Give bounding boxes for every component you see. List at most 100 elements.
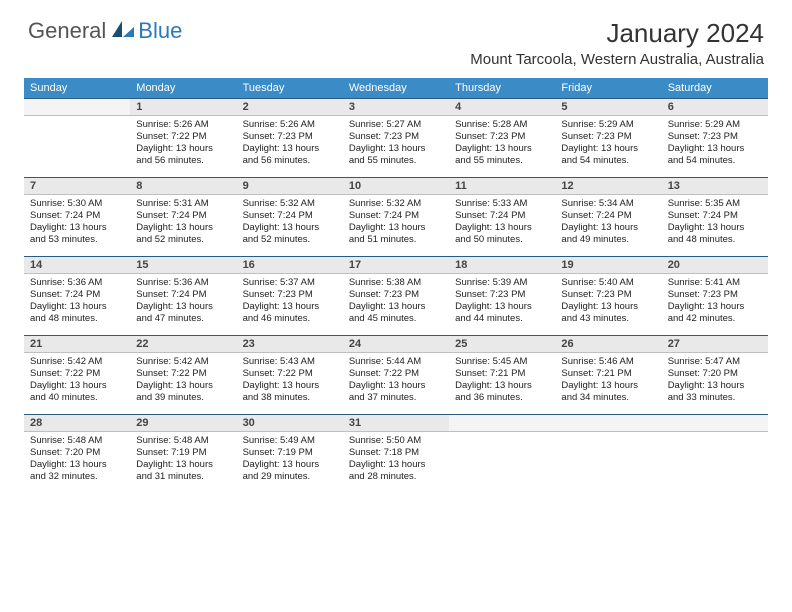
sunset-text: Sunset: 7:22 PM — [136, 368, 230, 380]
sunrise-text: Sunrise: 5:47 AM — [668, 356, 762, 368]
day-cell: Sunrise: 5:47 AMSunset: 7:20 PMDaylight:… — [662, 353, 768, 415]
sunset-text: Sunset: 7:21 PM — [561, 368, 655, 380]
daylight-text-2: and 28 minutes. — [349, 471, 443, 483]
day-number: 7 — [24, 178, 130, 195]
day-number: 22 — [130, 336, 236, 353]
day-number: 21 — [24, 336, 130, 353]
sunrise-text: Sunrise: 5:50 AM — [349, 435, 443, 447]
day-cell: Sunrise: 5:44 AMSunset: 7:22 PMDaylight:… — [343, 353, 449, 415]
daylight-text-1: Daylight: 13 hours — [455, 380, 549, 392]
daylight-text-1: Daylight: 13 hours — [455, 143, 549, 155]
day-cell: Sunrise: 5:37 AMSunset: 7:23 PMDaylight:… — [237, 274, 343, 336]
daynum-row: 123456 — [24, 99, 768, 116]
sunrise-text: Sunrise: 5:32 AM — [243, 198, 337, 210]
daylight-text-2: and 36 minutes. — [455, 392, 549, 404]
brand-text-blue: Blue — [138, 18, 182, 44]
sunset-text: Sunset: 7:19 PM — [243, 447, 337, 459]
sunrise-text: Sunrise: 5:40 AM — [561, 277, 655, 289]
calendar-table: Sunday Monday Tuesday Wednesday Thursday… — [24, 78, 768, 494]
day-cell: Sunrise: 5:30 AMSunset: 7:24 PMDaylight:… — [24, 195, 130, 257]
sunset-text: Sunset: 7:23 PM — [668, 289, 762, 301]
day-number: 10 — [343, 178, 449, 195]
day-number: 6 — [662, 99, 768, 116]
daylight-text-2: and 34 minutes. — [561, 392, 655, 404]
daylight-text-1: Daylight: 13 hours — [243, 459, 337, 471]
daylight-text-2: and 48 minutes. — [30, 313, 124, 325]
daylight-text-1: Daylight: 13 hours — [136, 143, 230, 155]
sunrise-text: Sunrise: 5:35 AM — [668, 198, 762, 210]
day-cell: Sunrise: 5:40 AMSunset: 7:23 PMDaylight:… — [555, 274, 661, 336]
day-number: 8 — [130, 178, 236, 195]
sunrise-text: Sunrise: 5:34 AM — [561, 198, 655, 210]
sunrise-text: Sunrise: 5:42 AM — [136, 356, 230, 368]
daylight-text-1: Daylight: 13 hours — [668, 380, 762, 392]
day-cell: Sunrise: 5:26 AMSunset: 7:23 PMDaylight:… — [237, 116, 343, 178]
daynum-row: 78910111213 — [24, 178, 768, 195]
day-number: 24 — [343, 336, 449, 353]
day-number: 13 — [662, 178, 768, 195]
sunset-text: Sunset: 7:19 PM — [136, 447, 230, 459]
sunset-text: Sunset: 7:24 PM — [136, 210, 230, 222]
day-number: 31 — [343, 415, 449, 432]
daylight-text-1: Daylight: 13 hours — [349, 380, 443, 392]
sunrise-text: Sunrise: 5:29 AM — [561, 119, 655, 131]
sunrise-text: Sunrise: 5:39 AM — [455, 277, 549, 289]
location-subtitle: Mount Tarcoola, Western Australia, Austr… — [470, 51, 764, 68]
day-cell: Sunrise: 5:29 AMSunset: 7:23 PMDaylight:… — [555, 116, 661, 178]
day-cell: Sunrise: 5:33 AMSunset: 7:24 PMDaylight:… — [449, 195, 555, 257]
daylight-text-2: and 42 minutes. — [668, 313, 762, 325]
daylight-text-2: and 45 minutes. — [349, 313, 443, 325]
sail-icon — [110, 19, 136, 44]
day-cell: Sunrise: 5:50 AMSunset: 7:18 PMDaylight:… — [343, 432, 449, 494]
sunrise-text: Sunrise: 5:48 AM — [30, 435, 124, 447]
sunset-text: Sunset: 7:23 PM — [455, 289, 549, 301]
daylight-text-1: Daylight: 13 hours — [349, 459, 443, 471]
sunrise-text: Sunrise: 5:45 AM — [455, 356, 549, 368]
daylight-text-1: Daylight: 13 hours — [136, 301, 230, 313]
day-cell: Sunrise: 5:39 AMSunset: 7:23 PMDaylight:… — [449, 274, 555, 336]
daylight-text-2: and 55 minutes. — [455, 155, 549, 167]
weekday-header: Friday — [555, 78, 661, 99]
daylight-text-1: Daylight: 13 hours — [668, 301, 762, 313]
weekday-header: Monday — [130, 78, 236, 99]
weekday-header: Tuesday — [237, 78, 343, 99]
daylight-text-2: and 51 minutes. — [349, 234, 443, 246]
daylight-text-2: and 54 minutes. — [561, 155, 655, 167]
sunset-text: Sunset: 7:24 PM — [561, 210, 655, 222]
daylight-text-2: and 56 minutes. — [136, 155, 230, 167]
weekday-header: Thursday — [449, 78, 555, 99]
sunset-text: Sunset: 7:24 PM — [668, 210, 762, 222]
day-cell: Sunrise: 5:48 AMSunset: 7:19 PMDaylight:… — [130, 432, 236, 494]
day-number: 30 — [237, 415, 343, 432]
daylight-text-2: and 49 minutes. — [561, 234, 655, 246]
day-number: 2 — [237, 99, 343, 116]
sunset-text: Sunset: 7:24 PM — [136, 289, 230, 301]
daylight-text-2: and 40 minutes. — [30, 392, 124, 404]
day-number: 17 — [343, 257, 449, 274]
day-number: 1 — [130, 99, 236, 116]
day-cell: Sunrise: 5:36 AMSunset: 7:24 PMDaylight:… — [130, 274, 236, 336]
day-cell: Sunrise: 5:45 AMSunset: 7:21 PMDaylight:… — [449, 353, 555, 415]
day-number: 14 — [24, 257, 130, 274]
daylight-text-2: and 29 minutes. — [243, 471, 337, 483]
day-number: 26 — [555, 336, 661, 353]
brand-text-general: General — [28, 18, 106, 44]
daylight-text-1: Daylight: 13 hours — [349, 143, 443, 155]
sunrise-text: Sunrise: 5:41 AM — [668, 277, 762, 289]
sunset-text: Sunset: 7:18 PM — [349, 447, 443, 459]
sunset-text: Sunset: 7:23 PM — [349, 131, 443, 143]
day-cell: Sunrise: 5:43 AMSunset: 7:22 PMDaylight:… — [237, 353, 343, 415]
day-cell: Sunrise: 5:32 AMSunset: 7:24 PMDaylight:… — [237, 195, 343, 257]
daylight-text-2: and 39 minutes. — [136, 392, 230, 404]
daynum-row: 28293031 — [24, 415, 768, 432]
sunrise-text: Sunrise: 5:42 AM — [30, 356, 124, 368]
day-cell — [24, 116, 130, 178]
sunset-text: Sunset: 7:23 PM — [668, 131, 762, 143]
day-number: 5 — [555, 99, 661, 116]
daylight-text-1: Daylight: 13 hours — [561, 143, 655, 155]
month-title: January 2024 — [470, 18, 764, 49]
daylight-text-2: and 50 minutes. — [455, 234, 549, 246]
daylight-text-2: and 47 minutes. — [136, 313, 230, 325]
day-number: 9 — [237, 178, 343, 195]
sunrise-text: Sunrise: 5:33 AM — [455, 198, 549, 210]
